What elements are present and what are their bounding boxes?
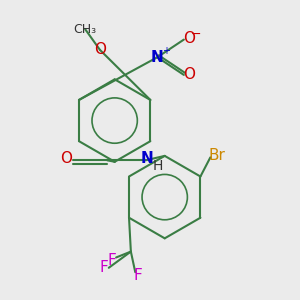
Text: O: O — [183, 31, 195, 46]
Text: H: H — [152, 159, 163, 173]
Text: F: F — [107, 253, 116, 268]
Text: CH₃: CH₃ — [74, 23, 97, 36]
Text: N: N — [141, 151, 153, 166]
Text: O: O — [94, 42, 106, 57]
Text: O: O — [60, 151, 72, 166]
Text: F: F — [134, 268, 142, 283]
Text: +: + — [162, 46, 170, 56]
Text: −: − — [191, 28, 202, 41]
Text: F: F — [100, 260, 108, 275]
Text: O: O — [183, 68, 195, 82]
Text: N: N — [151, 50, 164, 65]
Text: Br: Br — [208, 148, 225, 164]
